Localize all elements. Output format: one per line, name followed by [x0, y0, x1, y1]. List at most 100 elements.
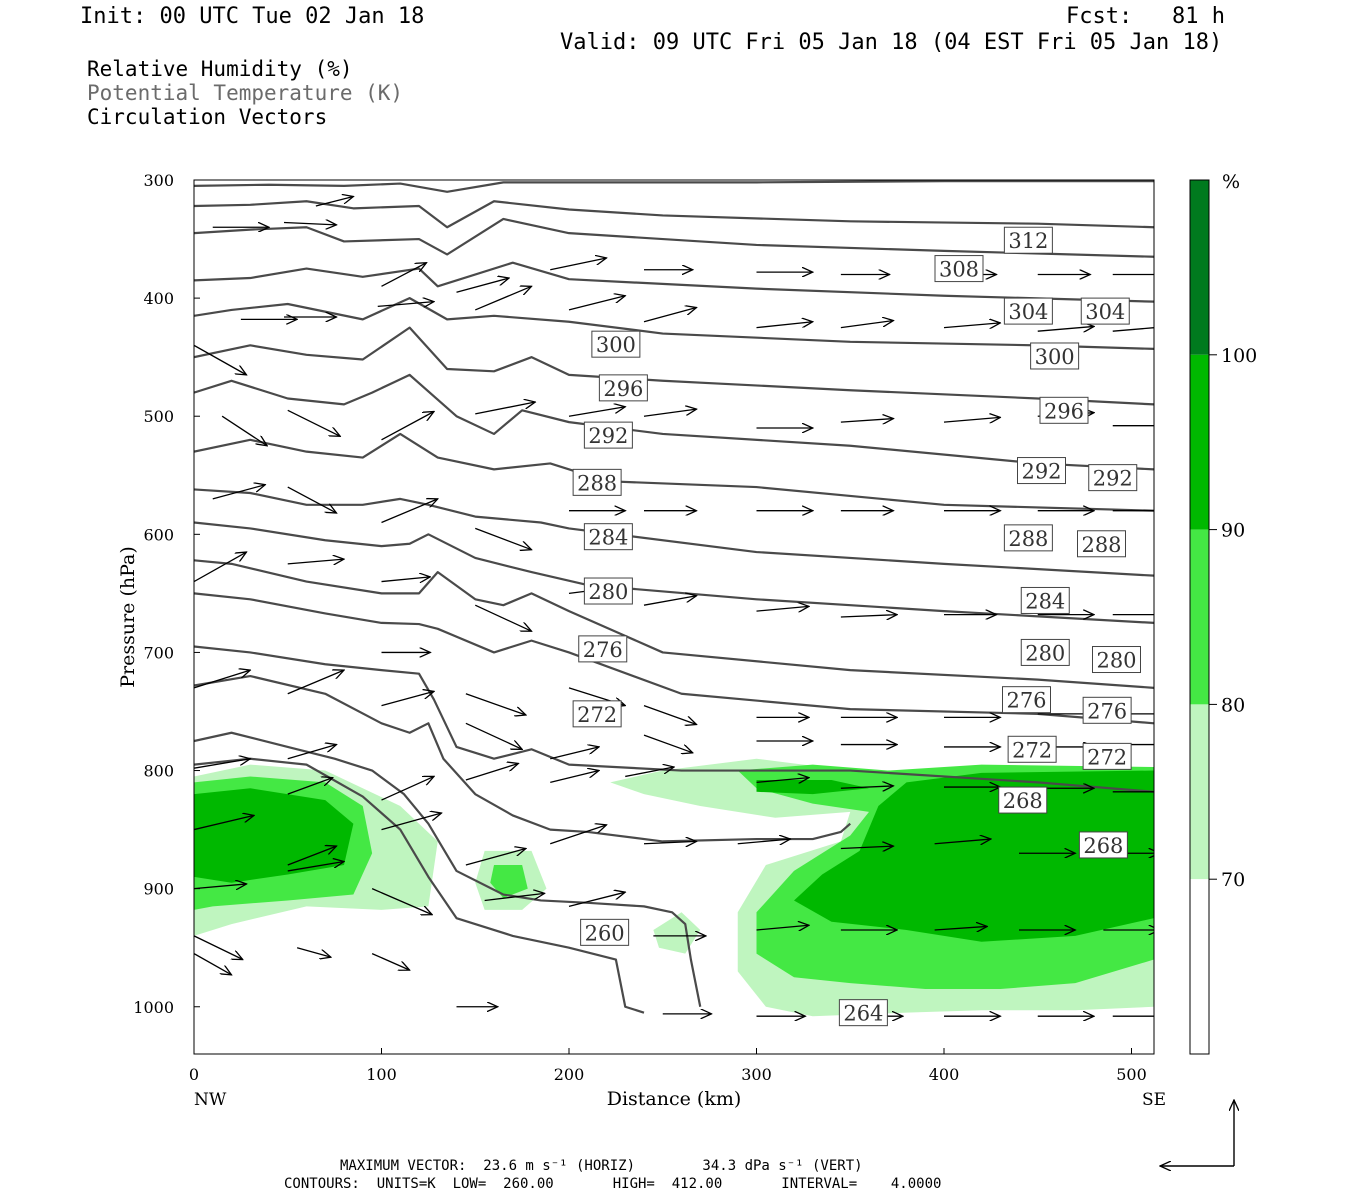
circulation-vector	[1037, 326, 1094, 331]
theta-contour-316	[194, 180, 1154, 193]
circulation-vector	[287, 409, 341, 436]
contour-label-296: 296	[598, 374, 648, 402]
circulation-vector	[840, 615, 897, 617]
contour-label-276: 276	[578, 635, 628, 663]
contour-label-280: 280	[1092, 646, 1141, 674]
contour-label-box	[1077, 530, 1126, 558]
init-text: Init: 00 UTC Tue 02 Jan 18	[80, 4, 425, 29]
circulation-vector	[756, 322, 813, 329]
contour-label-300: 300	[591, 330, 641, 358]
theta-contour-300	[194, 297, 1154, 350]
contour-label-text: 292	[1021, 460, 1061, 484]
contour-label-288: 288	[1077, 530, 1126, 558]
contour-label-box	[1030, 342, 1080, 370]
circulation-vector	[756, 778, 810, 783]
colorbar-unit-label: %	[1222, 171, 1240, 193]
circulation-vector	[643, 734, 693, 753]
rh-region-90	[756, 779, 869, 795]
contour-label-box	[598, 374, 648, 402]
circulation-vector	[465, 722, 522, 749]
circulation-vector	[475, 402, 535, 415]
contour-label-284: 284	[583, 523, 633, 551]
circulation-vector	[465, 848, 526, 866]
plot-frame	[193, 179, 1155, 1055]
circulation-vector	[287, 559, 344, 564]
contour-label-text: 280	[1096, 649, 1136, 673]
contour-label-box	[1082, 696, 1132, 724]
forecast-hour-text: Fcst: 81 h	[1066, 4, 1225, 29]
contour-label-304: 304	[1003, 297, 1053, 325]
contour-label-box	[572, 700, 622, 728]
contour-label-text: 272	[1087, 745, 1127, 769]
contour-label-box	[1007, 735, 1057, 763]
theta-contour-288	[194, 432, 1154, 512]
circulation-vector	[194, 552, 247, 583]
circulation-vector	[550, 825, 606, 845]
theta-contour-280	[194, 521, 1154, 625]
contour-label-box	[1078, 831, 1128, 859]
y-tick-label: 800	[143, 762, 174, 781]
contour-label-272: 272	[572, 700, 622, 728]
circulation-vector	[643, 704, 697, 725]
circulation-vector	[550, 258, 606, 271]
circulation-vector	[465, 763, 519, 781]
contour-label-box	[1020, 638, 1070, 666]
contour-label-text: 280	[588, 580, 628, 604]
contour-label-272: 272	[1082, 742, 1132, 770]
circulation-vector	[643, 596, 697, 606]
x-tick-label: 100	[366, 1065, 397, 1084]
circulation-vector	[756, 925, 810, 930]
contour-label-text: 296	[603, 377, 643, 401]
colorbar-segment	[1190, 879, 1209, 1054]
circulation-vector	[568, 892, 625, 907]
contour-label-box	[572, 468, 622, 496]
circulation-vector	[194, 670, 250, 689]
circulation-vector	[737, 839, 791, 844]
y-tick-label: 300	[143, 171, 174, 190]
y-axis-label: Pressure (hPa)	[117, 546, 139, 688]
contour-label-308: 308	[934, 255, 984, 283]
contour-label-box	[1003, 226, 1053, 254]
contour-label-260: 260	[580, 918, 630, 946]
circulation-vector	[296, 947, 331, 957]
contour-label-text: 288	[1081, 533, 1121, 557]
contour-label-box	[1092, 646, 1141, 674]
contour-label-text: 304	[1008, 300, 1048, 324]
contour-label-box	[1003, 297, 1053, 325]
circulation-vector	[474, 286, 531, 311]
circulation-vector	[287, 861, 344, 872]
contour-label-text: 308	[939, 258, 979, 282]
contour-label-text: 272	[1012, 738, 1052, 762]
reference-vector-key	[1160, 1100, 1234, 1166]
circulation-vector	[194, 884, 247, 889]
y-tick-label: 900	[143, 880, 174, 899]
contour-label-text: 260	[585, 921, 625, 945]
contour-label-box	[1039, 396, 1089, 424]
colorbar-segment	[1190, 529, 1209, 705]
contour-label-box	[1082, 742, 1132, 770]
circulation-vector	[194, 344, 247, 375]
contour-label-312: 312	[1003, 226, 1053, 254]
contour-label-box	[591, 330, 641, 358]
contour-label-box	[998, 786, 1048, 814]
contour-label-text: 276	[1087, 699, 1127, 723]
colorbar-segment	[1190, 354, 1209, 530]
circulation-vector	[1112, 327, 1154, 332]
circulation-vector	[287, 846, 337, 866]
contour-label-296: 296	[1039, 396, 1089, 424]
contour-label-268: 268	[1078, 831, 1128, 859]
circulation-vector	[456, 278, 510, 293]
circulation-vector	[484, 893, 545, 902]
contour-label-text: 312	[1008, 229, 1048, 253]
contour-label-272: 272	[1007, 735, 1057, 763]
contour-label-box	[583, 421, 633, 449]
contour-label-text: 304	[1085, 300, 1125, 324]
x-axis-left-end-label: NW	[194, 1090, 227, 1110]
theta-contour-272	[194, 592, 1154, 725]
circulation-vector	[194, 815, 254, 831]
colorbar-segment	[1190, 180, 1209, 355]
circulation-vector	[550, 747, 599, 760]
x-tick-label: 0	[189, 1065, 199, 1084]
circulation-vector	[381, 813, 442, 831]
colorbar-tick-label: 100	[1221, 345, 1257, 367]
